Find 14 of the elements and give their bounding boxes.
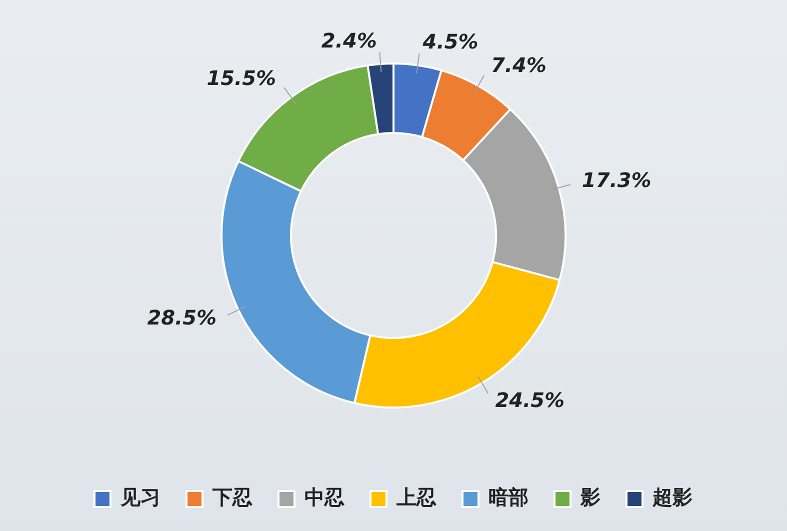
data-label: 15.5% (206, 66, 276, 90)
data-label: 7.4% (491, 52, 546, 77)
data-label: 17.3% (582, 168, 652, 192)
legend-label: 下忍 (212, 485, 252, 510)
data-label: 2.4% (321, 28, 377, 52)
data-label: 28.5% (147, 306, 217, 330)
data-label: 24.5% (495, 388, 565, 412)
legend-label: 见习 (120, 485, 160, 510)
legend-label: 超影 (652, 485, 692, 510)
legend-label: 上忍 (396, 485, 436, 510)
legend-label: 影 (580, 485, 600, 510)
legend-label: 中忍 (304, 485, 344, 510)
legend-label: 暗部 (488, 485, 528, 510)
data-label: 4.5% (422, 30, 478, 54)
